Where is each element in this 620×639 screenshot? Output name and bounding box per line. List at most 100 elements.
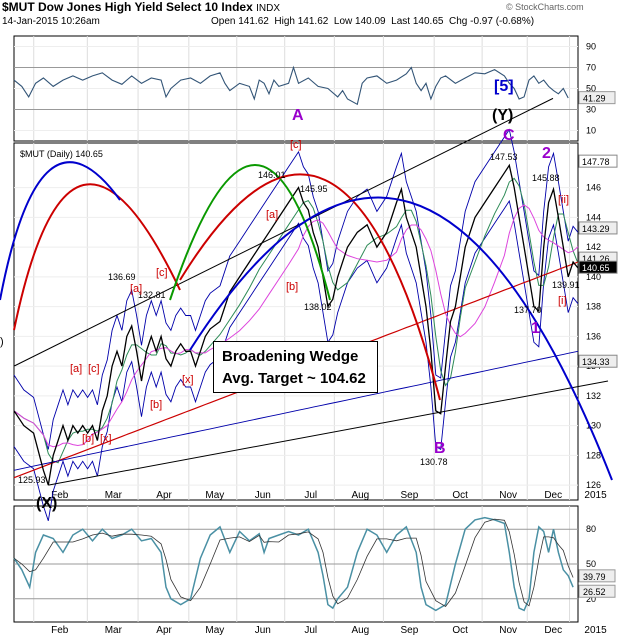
wave-label: [b]	[286, 281, 298, 293]
rsi-tick-label: 90	[586, 42, 596, 52]
x-tick-label: 2015	[584, 490, 607, 501]
price-value-label: 141.26	[582, 254, 610, 264]
stoch-value-box-1	[578, 569, 616, 583]
stoch-value-label-1: 39.79	[583, 572, 606, 582]
price-tick-label: 142	[586, 242, 601, 252]
point-label: 146.01	[258, 170, 286, 180]
x-tick-label-bottom: Oct	[452, 625, 468, 636]
x-tick-label-bottom: 2015	[584, 625, 607, 636]
x-tick-label-bottom: Nov	[499, 625, 517, 636]
x-tick-label-bottom: Jun	[255, 625, 271, 636]
stoch-tick-label: 80	[586, 524, 596, 534]
x-tick-label: Oct	[452, 490, 468, 501]
x-tick-label-bottom: May	[205, 625, 224, 636]
wave-label: [a]	[266, 209, 278, 221]
point-label: 138.02	[304, 302, 332, 312]
wave-label: C	[503, 127, 515, 144]
price-value-label: 147.78	[582, 157, 610, 167]
rsi-line	[13, 65, 569, 106]
header-symbol: $MUT	[2, 0, 35, 14]
upper-band	[13, 128, 579, 450]
header-date: 14-Jan-2015 10:26am	[2, 16, 100, 27]
wave-label: )	[0, 336, 4, 348]
x-tick-label: Dec	[544, 490, 562, 501]
wave-label: [5]	[494, 78, 514, 95]
wave-arc-red-1	[13, 183, 181, 331]
wave-label: (Y)	[492, 107, 513, 124]
price-value-label: 140.65	[582, 263, 610, 273]
x-tick-label: Feb	[51, 490, 69, 501]
x-tick-label: Sep	[401, 490, 419, 501]
price-tick-label: 126	[586, 480, 601, 490]
point-label: 130.78	[420, 457, 448, 467]
price-value-box	[578, 354, 618, 368]
wave-label: B	[434, 440, 446, 457]
price-tick-label: 132	[586, 391, 601, 401]
wave-arc-green	[169, 164, 331, 301]
wave-label: [a]	[70, 363, 82, 375]
stoch-signal-line	[13, 518, 574, 608]
x-tick-label: Nov	[499, 490, 517, 501]
price-tick-label: 144	[586, 212, 601, 222]
price-tick-label: 136	[586, 331, 601, 341]
x-tick-label: May	[205, 490, 224, 501]
x-tick-label-bottom: Apr	[156, 625, 172, 636]
point-label: 145.88	[532, 173, 560, 183]
rsi-value-box	[578, 91, 616, 105]
wave-label: [c]	[88, 363, 100, 375]
stoch-tick-label: 50	[586, 559, 596, 569]
wave-label: [c]	[290, 139, 302, 151]
wave-label: [b]	[150, 399, 162, 411]
wave-arc-blue-2	[189, 196, 613, 481]
wave-label: [a]	[130, 283, 142, 295]
wave-label: [x]	[182, 374, 194, 386]
watermark: © StockCharts.com	[506, 2, 584, 12]
x-tick-label: Apr	[156, 490, 172, 501]
point-label: 125.93	[18, 475, 46, 485]
rsi-value-label: 41.29	[583, 94, 606, 104]
x-tick-label-bottom: Feb	[51, 625, 69, 636]
header-exchange: INDX	[256, 3, 280, 14]
rsi-tick-label: 50	[586, 84, 596, 94]
header-title: $MUT Dow Jones High Yield Select 10 Inde…	[2, 0, 280, 14]
price-tick-label: 128	[586, 450, 601, 460]
wave-label: 1	[531, 320, 540, 337]
header-name: Dow Jones High Yield Select 10 Index	[38, 0, 253, 14]
price-panel-label: $MUT (Daily) 140.65	[20, 149, 103, 159]
annotation-line-1: Broadening Wedge	[222, 348, 359, 365]
wave-label: A	[292, 107, 304, 124]
lower-trendline	[48, 380, 609, 486]
stoch-value-label-2: 26.52	[583, 587, 606, 597]
price-line	[13, 163, 579, 486]
price-value-box	[578, 221, 618, 235]
x-tick-label: Jun	[255, 490, 271, 501]
wave-label: [c]	[156, 267, 168, 279]
point-label: 139.91	[552, 280, 580, 290]
point-label: 136.69	[108, 272, 136, 282]
wave-arc-red-2	[179, 173, 441, 401]
wave-label: (X)	[36, 495, 57, 512]
header-chg: Chg -0.97 (-0.68%)	[449, 16, 535, 27]
x-tick-label: Mar	[105, 490, 123, 501]
price-value-label: 134.33	[582, 357, 610, 367]
stoch-tick-label: 20	[586, 594, 596, 604]
point-label: 132.81	[138, 290, 166, 300]
price-value-label: 143.29	[582, 224, 610, 234]
lower-band	[13, 199, 579, 521]
wave-label: [x]	[100, 433, 112, 445]
rsi-tick-label: 10	[586, 126, 596, 136]
x-tick-label-bottom: Jul	[304, 625, 317, 636]
point-label: 147.53	[490, 152, 518, 162]
point-label: 137.70	[514, 305, 542, 315]
x-tick-label-bottom: Sep	[401, 625, 419, 636]
x-tick-label: Jul	[304, 490, 317, 501]
price-value-box	[578, 260, 618, 274]
upper-trendline	[13, 97, 554, 367]
wave-label: [ii]	[558, 194, 569, 206]
x-tick-label-bottom: Dec	[544, 625, 562, 636]
price-panel	[13, 142, 579, 501]
header-low: Low 140.09	[333, 16, 386, 27]
rsi-tick-label: 30	[586, 105, 596, 115]
